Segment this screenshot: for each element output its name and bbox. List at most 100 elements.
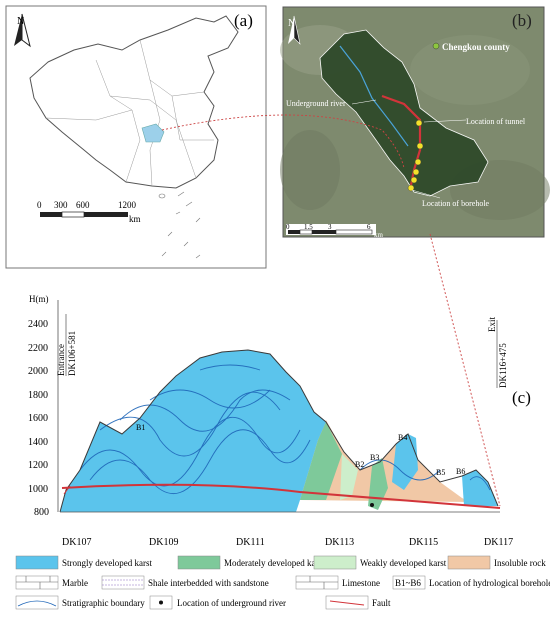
legend-river-point: Location of underground river bbox=[177, 598, 286, 608]
y-tick: 1600 bbox=[28, 413, 48, 424]
panel-c-label: (c) bbox=[512, 388, 531, 407]
y-tick: 2400 bbox=[28, 319, 48, 330]
exit-label: Exit bbox=[487, 317, 497, 332]
legend-swatch-marble bbox=[15, 575, 59, 590]
legend-boundary: Stratigraphic boundary bbox=[62, 598, 145, 608]
ground-surface-profile bbox=[59, 349, 499, 513]
legend-moderate: Moderately developed karst bbox=[224, 558, 325, 568]
river-line bbox=[339, 45, 409, 147]
legend-strong: Strongly developed karst bbox=[62, 558, 152, 568]
river-leader bbox=[351, 99, 377, 105]
legend-swatch-limestone bbox=[295, 575, 339, 590]
borehole-b1: B1 bbox=[136, 423, 145, 432]
south-china-sea-islands bbox=[158, 191, 201, 259]
y-ticks: 2400 2200 2000 1800 1600 1400 1200 1000 … bbox=[28, 319, 49, 518]
legend-swatch-weak bbox=[313, 555, 357, 570]
county-marker bbox=[432, 42, 440, 50]
y-tick: 1000 bbox=[28, 484, 48, 495]
north-label-b: N bbox=[288, 18, 295, 29]
scale-bar-a: 0 300 600 1200 km bbox=[37, 200, 141, 224]
legend-river-dot bbox=[159, 600, 163, 605]
strong-karst-zone-2 bbox=[392, 434, 418, 490]
x-tick: DK109 bbox=[149, 537, 178, 548]
county-label: Chengkou county bbox=[442, 42, 510, 52]
tunnel-label: Location of tunnel bbox=[466, 117, 526, 126]
legend-fault: Fault bbox=[372, 598, 391, 608]
scale-b-t0: 0 bbox=[286, 223, 290, 231]
borehole-b5: B5 bbox=[436, 468, 445, 477]
legend-swatch-boundary bbox=[15, 595, 59, 610]
underground-river-label: Underground river bbox=[286, 99, 346, 108]
exit-annotation: Exit DK116+475 bbox=[487, 317, 508, 388]
scale-a-t2: 600 bbox=[76, 200, 90, 210]
borehole-points bbox=[407, 119, 424, 192]
legend-weak: Weakly developed karst bbox=[360, 558, 447, 568]
study-province bbox=[141, 123, 165, 143]
x-tick: DK107 bbox=[62, 537, 91, 548]
legend-borehole-code: B1~B6 bbox=[395, 578, 421, 588]
scale-a-t3: 1200 bbox=[118, 200, 137, 210]
scale-b-unit: km bbox=[374, 231, 384, 239]
legend-swatch-moderate bbox=[177, 555, 221, 570]
entrance-annotation: Entrance DK106+581 bbox=[56, 314, 77, 376]
scale-b-t2: 3 bbox=[328, 223, 332, 231]
y-tick: 2200 bbox=[28, 343, 48, 354]
legend-swatch-strong bbox=[15, 555, 59, 570]
x-tick: DK111 bbox=[236, 537, 265, 548]
y-tick: 1400 bbox=[28, 437, 48, 448]
watershed-area bbox=[319, 29, 489, 197]
connector-lines bbox=[161, 114, 501, 507]
china-outline bbox=[29, 15, 239, 189]
scale-a-t0: 0 bbox=[37, 200, 42, 210]
north-arrow-b: N bbox=[288, 15, 301, 45]
fault-line bbox=[63, 485, 71, 495]
underground-river-point bbox=[370, 503, 374, 507]
legend-swatch-fault bbox=[325, 595, 369, 610]
scale-bar-b: 0 1.5 3 6 km bbox=[286, 223, 384, 239]
strong-karst-zone bbox=[60, 350, 326, 512]
entrance-chainage: DK106+581 bbox=[67, 331, 77, 376]
scale-a-t1: 300 bbox=[54, 200, 68, 210]
x-tick: DK113 bbox=[325, 537, 354, 548]
borehole-leader bbox=[411, 189, 441, 199]
entrance-label: Entrance bbox=[56, 344, 66, 376]
y-tick: 1200 bbox=[28, 460, 48, 471]
moderate-karst-zone-1 bbox=[300, 422, 342, 500]
y-tick: 1800 bbox=[28, 390, 48, 401]
legend-insoluble: Insoluble rock bbox=[494, 558, 546, 568]
borehole-b2: B2 bbox=[355, 460, 364, 469]
scale-b-t3: 6 bbox=[367, 223, 371, 231]
legend: Strongly developed karst Moderately deve… bbox=[15, 555, 550, 610]
weak-karst-zone bbox=[340, 454, 358, 500]
exit-chainage: DK116+475 bbox=[498, 343, 508, 388]
x-ticks: DK107 DK109 DK111 DK113 DK115 DK117 bbox=[62, 537, 513, 548]
north-label-a: N bbox=[17, 16, 24, 27]
borehole-b4: B4 bbox=[398, 433, 407, 442]
tunnel-leader bbox=[423, 119, 467, 123]
legend-swatch-borehole bbox=[392, 575, 426, 590]
borehole-label: Location of borehole bbox=[422, 199, 490, 208]
y-tick: 2000 bbox=[28, 366, 48, 377]
y-tick: 800 bbox=[34, 507, 49, 518]
strong-karst-zone-3 bbox=[462, 470, 498, 506]
legend-shale: Shale interbedded with sandstone bbox=[148, 578, 269, 588]
borehole-labels: B1 B2 B3 B4 B5 B6 bbox=[136, 423, 465, 477]
legend-limestone: Limestone bbox=[342, 578, 380, 588]
borehole-b3: B3 bbox=[370, 453, 379, 462]
province-borders bbox=[45, 39, 214, 187]
legend-marble: Marble bbox=[62, 578, 88, 588]
scale-b-t1: 1.5 bbox=[304, 223, 313, 231]
y-axis-title: H(m) bbox=[29, 294, 49, 304]
x-tick: DK115 bbox=[409, 537, 438, 548]
legend-swatch-insoluble bbox=[447, 555, 491, 570]
x-tick: DK117 bbox=[484, 537, 513, 548]
legend-borehole: Location of hydrological borehole bbox=[429, 578, 550, 588]
panel-a-label: (a) bbox=[234, 11, 253, 30]
north-arrow-a: N bbox=[14, 13, 31, 48]
borehole-b6: B6 bbox=[456, 467, 465, 476]
tunnel-alignment bbox=[61, 483, 501, 509]
panel-b-label: (b) bbox=[512, 11, 532, 30]
legend-swatch-shale bbox=[101, 575, 145, 590]
scale-a-unit: km bbox=[129, 214, 141, 224]
